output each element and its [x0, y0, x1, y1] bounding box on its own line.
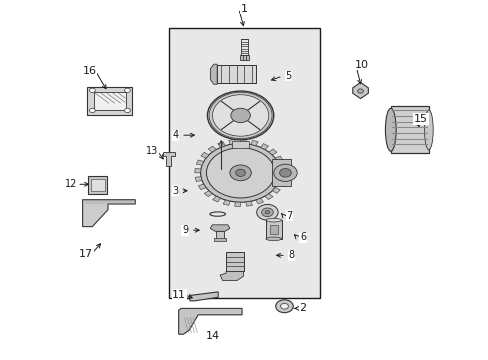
Text: 15: 15 [413, 114, 427, 124]
Polygon shape [189, 292, 218, 301]
Polygon shape [245, 201, 252, 206]
Polygon shape [264, 194, 272, 199]
Text: 6: 6 [299, 232, 305, 242]
Polygon shape [178, 309, 242, 334]
Circle shape [89, 108, 95, 113]
Polygon shape [194, 168, 201, 173]
Circle shape [212, 95, 268, 136]
Text: 7: 7 [285, 211, 292, 221]
Polygon shape [208, 146, 216, 152]
Polygon shape [234, 202, 240, 207]
Polygon shape [279, 164, 285, 169]
Polygon shape [255, 198, 263, 204]
Circle shape [207, 91, 273, 140]
Bar [88, 176, 107, 194]
Circle shape [235, 169, 245, 176]
Polygon shape [272, 188, 280, 193]
Text: 11: 11 [172, 290, 186, 300]
Text: 5: 5 [285, 71, 291, 81]
Circle shape [279, 168, 291, 177]
Text: 17: 17 [79, 248, 93, 258]
Ellipse shape [265, 219, 281, 222]
Circle shape [275, 300, 293, 313]
Polygon shape [352, 82, 367, 99]
Polygon shape [212, 196, 220, 202]
Text: 14: 14 [205, 331, 220, 341]
Polygon shape [217, 142, 225, 147]
Circle shape [280, 303, 288, 309]
Bar [217, 65, 256, 83]
Polygon shape [220, 271, 243, 280]
Text: 4: 4 [172, 130, 178, 140]
Polygon shape [268, 149, 276, 155]
Polygon shape [210, 225, 229, 231]
Polygon shape [277, 180, 285, 186]
Bar [390, 107, 428, 153]
Polygon shape [198, 184, 205, 190]
Text: 10: 10 [354, 59, 368, 69]
Circle shape [256, 204, 278, 220]
Text: 3: 3 [172, 186, 178, 196]
Polygon shape [275, 156, 283, 162]
Polygon shape [204, 191, 212, 197]
Bar [272, 159, 290, 186]
Circle shape [229, 165, 251, 181]
Polygon shape [223, 200, 230, 206]
Ellipse shape [385, 108, 395, 151]
Text: 9: 9 [182, 225, 188, 235]
Text: 12: 12 [65, 179, 78, 189]
Polygon shape [196, 160, 203, 165]
Bar [239, 55, 249, 59]
Circle shape [200, 143, 280, 202]
Bar [216, 231, 224, 239]
Bar [87, 87, 132, 115]
Circle shape [264, 211, 269, 214]
Text: 13: 13 [145, 146, 158, 156]
Polygon shape [201, 152, 208, 158]
Polygon shape [260, 144, 268, 149]
Polygon shape [162, 152, 175, 166]
Text: 8: 8 [288, 250, 294, 260]
Circle shape [124, 88, 130, 93]
Polygon shape [210, 64, 217, 84]
Circle shape [230, 108, 250, 123]
Ellipse shape [265, 237, 281, 240]
Bar [231, 140, 249, 148]
Circle shape [261, 208, 273, 217]
Text: 1: 1 [241, 4, 247, 14]
Polygon shape [240, 139, 246, 144]
Bar [265, 220, 281, 239]
Bar [94, 93, 125, 110]
Circle shape [357, 89, 363, 93]
Polygon shape [228, 139, 235, 144]
Bar [214, 238, 225, 241]
Polygon shape [250, 140, 258, 146]
Polygon shape [280, 173, 286, 177]
Ellipse shape [424, 110, 432, 150]
Bar [91, 179, 104, 191]
Circle shape [206, 148, 274, 198]
Polygon shape [195, 177, 202, 181]
Bar [269, 225, 277, 234]
Circle shape [273, 164, 297, 181]
Text: 2: 2 [299, 303, 306, 314]
Bar [225, 252, 243, 271]
Text: 16: 16 [82, 66, 96, 76]
Circle shape [124, 108, 130, 113]
Circle shape [89, 88, 95, 93]
Polygon shape [82, 200, 135, 226]
Bar [168, 28, 320, 298]
